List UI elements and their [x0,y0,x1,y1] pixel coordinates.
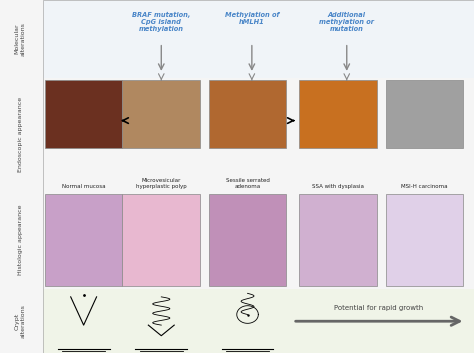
Text: SSA with dysplasia: SSA with dysplasia [312,184,364,189]
FancyBboxPatch shape [122,80,200,148]
FancyBboxPatch shape [299,80,377,148]
FancyBboxPatch shape [209,80,286,148]
Text: MSI-H carcinoma: MSI-H carcinoma [401,184,448,189]
Bar [209,194,286,286]
Text: Normal mucosa: Normal mucosa [62,184,105,189]
Text: Microvesicular
hyperplastic polyp: Microvesicular hyperplastic polyp [136,178,187,189]
Text: Histologic appearance: Histologic appearance [18,205,23,275]
Bar [43,289,474,353]
Bar [45,194,122,286]
Bar [385,194,463,286]
FancyBboxPatch shape [45,80,122,148]
Text: Potential for rapid growth: Potential for rapid growth [335,305,424,311]
Text: Endoscopic appearance: Endoscopic appearance [18,97,23,172]
Text: Crypt
alterations: Crypt alterations [15,304,26,338]
Text: Methylation of
hMLH1: Methylation of hMLH1 [225,12,279,25]
Bar [122,194,200,286]
Bar [43,0,474,78]
FancyBboxPatch shape [385,80,463,148]
Text: Sessile serrated
adenoma: Sessile serrated adenoma [226,178,270,189]
Text: BRAF mutation,
CpG island
methylation: BRAF mutation, CpG island methylation [132,12,191,32]
Text: Additional
methylation or
mutation: Additional methylation or mutation [319,12,374,32]
Bar [299,194,377,286]
Text: Molecular
alterations: Molecular alterations [15,22,26,56]
